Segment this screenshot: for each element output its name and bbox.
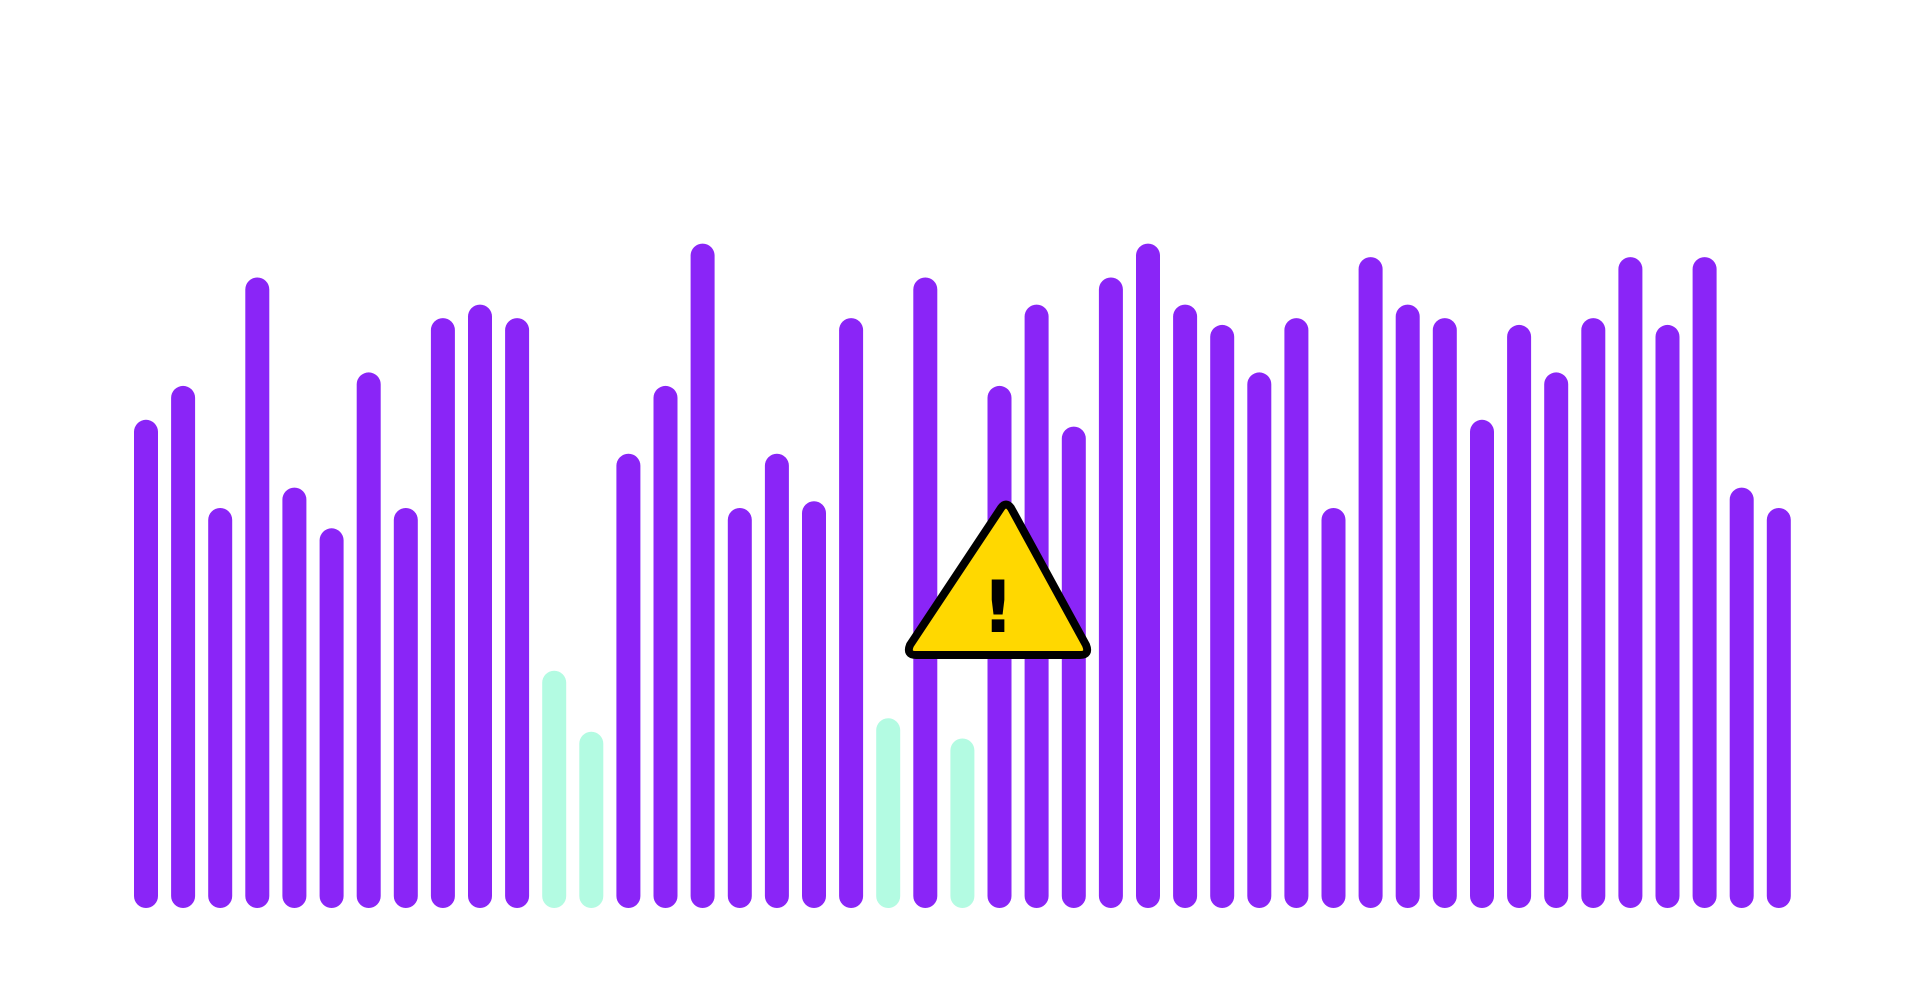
bar-14 [616, 453, 641, 908]
bar-12-highlighted [542, 670, 567, 908]
bar-9 [430, 318, 455, 909]
bar-37 [1470, 419, 1494, 908]
bar-13-highlighted [579, 731, 604, 908]
bar-38 [1507, 324, 1532, 908]
bar-7 [356, 372, 381, 908]
bar-17 [727, 508, 752, 908]
bar-45 [1766, 508, 1791, 908]
bar-35 [1395, 304, 1420, 909]
warning-symbol: ! [982, 565, 1015, 649]
bar-31 [1247, 372, 1272, 908]
bar-18 [764, 453, 789, 908]
bar-27 [1098, 277, 1123, 908]
bar-36 [1432, 318, 1457, 909]
bar-29 [1173, 304, 1198, 909]
bar-32 [1284, 318, 1309, 909]
bar-39 [1544, 372, 1569, 908]
bar-4 [245, 277, 270, 908]
bar-15 [653, 385, 678, 908]
bar-2 [171, 385, 196, 908]
bar-21-highlighted [876, 718, 901, 908]
bar-40 [1581, 318, 1606, 909]
bar-19 [802, 501, 826, 908]
bar-33 [1321, 508, 1346, 908]
bar-44 [1729, 487, 1754, 908]
warning-icon: ! [904, 500, 1092, 659]
bar-10 [468, 304, 492, 909]
warning-triangle [904, 500, 1092, 659]
bar-41 [1618, 257, 1643, 909]
bar-1 [134, 419, 158, 908]
bar-6 [319, 528, 344, 908]
bar-3 [208, 508, 233, 908]
bar-28 [1136, 243, 1160, 909]
bar-23-highlighted [950, 738, 975, 908]
bar-20 [839, 318, 864, 909]
bar-30 [1210, 324, 1235, 908]
bar-22 [913, 277, 938, 908]
bar-16 [690, 243, 715, 909]
bar-5 [282, 487, 307, 908]
bar-43 [1692, 257, 1717, 909]
bar-42 [1655, 324, 1680, 908]
bar-26 [1061, 426, 1086, 908]
bar-34 [1358, 257, 1383, 909]
bar-11 [505, 318, 530, 909]
bar-8 [393, 508, 418, 908]
